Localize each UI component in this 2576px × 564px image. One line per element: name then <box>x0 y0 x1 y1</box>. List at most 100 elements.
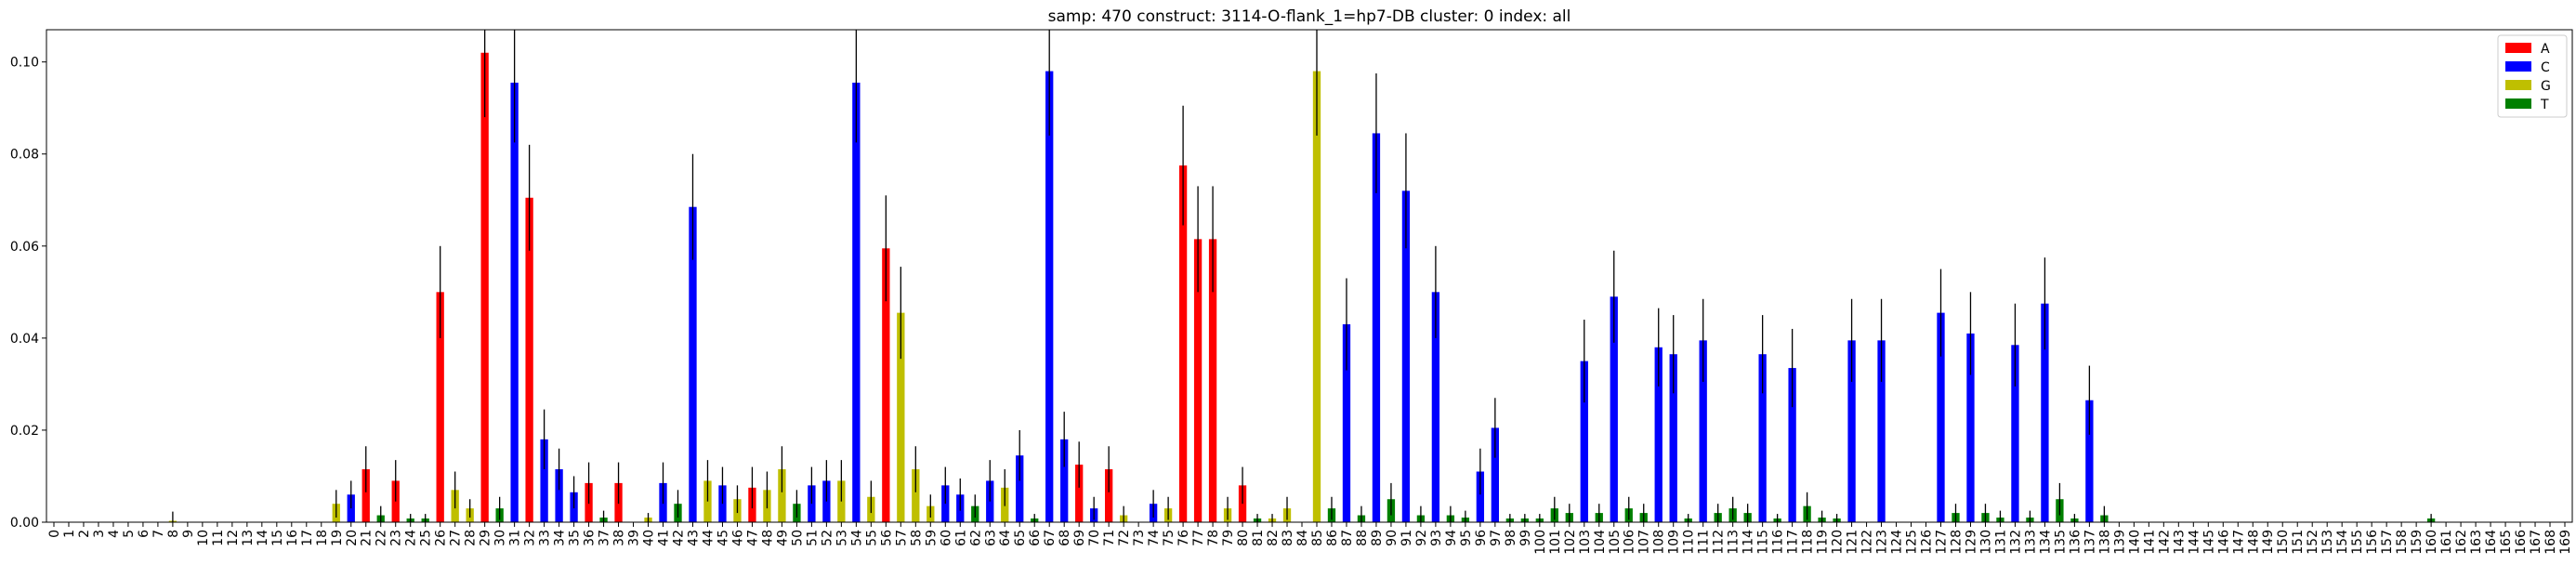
bar-A-26 <box>436 292 444 522</box>
x-tick-label: 126 <box>1920 530 1935 555</box>
x-tick-label: 128 <box>1949 530 1964 555</box>
bar-C-91 <box>1401 190 1411 522</box>
x-tick-label: 82 <box>1266 530 1281 546</box>
x-tick-label: 32 <box>523 530 538 546</box>
x-tick-label: 102 <box>1563 530 1578 555</box>
x-tick-label: 29 <box>479 530 493 546</box>
x-tick-label: 71 <box>1102 530 1117 546</box>
x-tick-label: 7 <box>151 530 166 538</box>
bar-C-117 <box>1788 368 1796 522</box>
x-tick-label: 18 <box>315 530 330 546</box>
legend-swatch-T <box>2505 98 2531 109</box>
x-tick-label: 93 <box>1429 530 1444 546</box>
x-tick-label: 131 <box>1993 530 2008 555</box>
x-tick-label: 168 <box>2543 530 2558 555</box>
bar-C-134 <box>2041 303 2049 522</box>
x-tick-label: 169 <box>2558 530 2573 555</box>
x-tick-label: 41 <box>657 530 672 546</box>
x-tick-label: 134 <box>2038 530 2053 555</box>
x-tick-label: 80 <box>1236 530 1251 546</box>
x-tick-label: 130 <box>1978 530 1993 555</box>
error-bars-layer <box>172 30 2432 522</box>
bar-C-87 <box>1342 324 1351 522</box>
x-tick-label: 49 <box>775 530 790 546</box>
x-tick-label: 62 <box>968 530 983 546</box>
bar-G-57 <box>897 312 905 522</box>
x-tick-label: 153 <box>2320 530 2335 555</box>
x-tick-label: 101 <box>1548 530 1563 555</box>
x-tick-label: 100 <box>1533 530 1548 555</box>
x-tick-label: 115 <box>1756 530 1771 555</box>
x-tick-label: 142 <box>2157 530 2172 555</box>
x-tick-label: 146 <box>2216 530 2231 555</box>
x-tick-label: 160 <box>2425 530 2439 555</box>
x-tick-label: 145 <box>2201 530 2216 555</box>
x-tick-label: 77 <box>1191 530 1206 546</box>
x-tick-label: 64 <box>998 530 1013 546</box>
x-tick-label: 136 <box>2068 530 2083 555</box>
x-tick-label: 69 <box>1072 530 1087 546</box>
x-tick-label: 14 <box>256 530 270 546</box>
y-tick-label: 0.02 <box>10 424 39 439</box>
x-tick-label: 42 <box>672 530 687 546</box>
bar-C-43 <box>689 206 697 522</box>
chart-title: samp: 470 construct: 3114-O-flank_1=hp7-… <box>1048 7 1571 26</box>
bar-A-69 <box>1075 465 1084 522</box>
x-tick-label: 87 <box>1340 530 1355 546</box>
x-tick-label: 163 <box>2469 530 2484 555</box>
bar-A-56 <box>882 248 890 522</box>
bar-G-49 <box>778 469 786 522</box>
x-tick-label: 165 <box>2499 530 2514 555</box>
x-tick-label: 107 <box>1637 530 1652 555</box>
x-tick-label: 36 <box>583 530 598 546</box>
x-tick-label: 19 <box>330 530 345 546</box>
x-tick-label: 155 <box>2350 530 2365 555</box>
x-tick-label: 27 <box>449 530 464 546</box>
x-tick-label: 43 <box>686 530 701 546</box>
x-tick-label: 52 <box>820 530 835 546</box>
x-tick-label: 4 <box>107 530 122 538</box>
x-tick-label: 46 <box>730 530 745 546</box>
x-tick-label: 11 <box>211 530 226 546</box>
x-tick-label: 40 <box>642 530 657 546</box>
x-tick-label: 141 <box>2142 530 2157 555</box>
x-tick-label: 89 <box>1370 530 1385 546</box>
x-tick-label: 54 <box>849 530 864 546</box>
y-axis: 0.00 0.02 0.04 0.06 0.08 0.10 <box>10 56 46 531</box>
x-tick-label: 162 <box>2454 530 2469 555</box>
x-tick-label: 72 <box>1117 530 1132 546</box>
bar-C-103 <box>1580 361 1588 522</box>
x-tick-label: 9 <box>181 530 196 538</box>
x-tick-label: 151 <box>2291 530 2306 555</box>
bar-C-67 <box>1045 71 1054 522</box>
x-tick-label: 24 <box>404 530 419 546</box>
y-tick-label: 0.04 <box>10 332 39 347</box>
bar-C-111 <box>1699 340 1707 522</box>
x-tick-label: 157 <box>2380 530 2395 555</box>
bar-A-29 <box>480 52 489 522</box>
x-tick-label: 51 <box>805 530 820 546</box>
bar-C-129 <box>1966 333 1975 522</box>
x-tick-label: 66 <box>1028 530 1043 546</box>
bar-C-105 <box>1610 296 1618 522</box>
x-tick-label: 75 <box>1162 530 1176 546</box>
bar-C-54 <box>852 82 861 522</box>
legend-box <box>2497 34 2568 118</box>
x-tick-label: 143 <box>2172 530 2187 555</box>
bar-C-31 <box>510 82 519 522</box>
x-tick-label: 164 <box>2484 530 2499 555</box>
x-tick-label: 103 <box>1578 530 1593 555</box>
x-tick-label: 3 <box>92 530 107 538</box>
x-tick-label: 88 <box>1355 530 1370 546</box>
legend-swatch-G <box>2505 80 2531 90</box>
x-tick-label: 138 <box>2097 530 2112 555</box>
x-tick-label: 0 <box>47 530 62 538</box>
bar-G-58 <box>912 469 920 522</box>
bar-C-93 <box>1431 292 1440 522</box>
x-tick-label: 34 <box>553 530 568 546</box>
x-tick-label: 74 <box>1147 530 1162 546</box>
x-tick-label: 70 <box>1087 530 1102 546</box>
bar-G-85 <box>1312 71 1321 522</box>
x-tick-label: 132 <box>2008 530 2023 555</box>
